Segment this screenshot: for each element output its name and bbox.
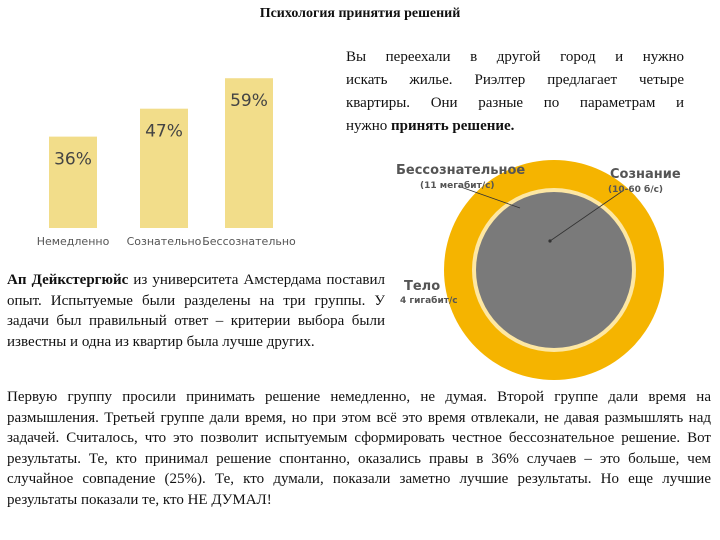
- scientist-name: Ап Дейкстергюйс: [7, 272, 129, 288]
- experiment-text: из университета Амстердама поставил опыт…: [7, 272, 385, 350]
- intro-emphasis: принять решение.: [390, 118, 515, 134]
- body-label: Тело: [404, 279, 440, 294]
- intro-line: Вы переехали в другой город и нужно: [346, 49, 684, 65]
- unconscious-rate: (11 мегабит/с): [420, 180, 495, 191]
- diagram-svg: Бессознательное (11 мегабит/с) Сознание …: [396, 160, 681, 380]
- intro-line: квартиры. Они разные по параметрам и: [346, 95, 684, 111]
- conscious-rate: (10-60 б/с): [608, 184, 663, 195]
- unconscious-circle: [476, 192, 632, 348]
- bar-1: [49, 136, 97, 228]
- conscious-label: Сознание: [610, 167, 681, 182]
- bar-value-label: 36%: [54, 150, 92, 170]
- bar-2: [140, 108, 188, 228]
- experiment-description: Ап Дейкстергюйс из университета Амстерда…: [7, 270, 385, 352]
- intro-line: нужно принять решение.: [346, 115, 684, 138]
- unconscious-label: Бессознательное: [396, 163, 525, 178]
- results-bar-chart: 36% 47% 59% Немедленно Сознательно Бессознат…: [0, 60, 310, 260]
- category-label: Бессознательно: [202, 235, 296, 248]
- unconscious-pointer: [457, 185, 521, 209]
- category-label: Сознательно: [127, 235, 202, 248]
- category-label: Немедленно: [37, 235, 110, 248]
- page-title: Психология принятия решений: [259, 6, 461, 21]
- bar-chart-svg: 36% 47% 59% Немедленно Сознательно Бессознат…: [37, 78, 296, 248]
- bar-3: [225, 78, 273, 228]
- intro-text: Вы переехали в другой город и нужно иска…: [346, 46, 684, 138]
- intro-line-prefix: нужно: [346, 118, 391, 134]
- body-rate: 4 гигабит/с: [400, 295, 458, 306]
- bar-value-label: 47%: [145, 122, 183, 142]
- conscious-pointer: [549, 189, 625, 242]
- bar-value-label: 59%: [230, 91, 268, 111]
- results-description: Первую группу просили принимать решение …: [7, 389, 711, 508]
- consciousness-diagram: Бессознательное (11 мегабит/с) Сознание …: [392, 150, 712, 382]
- intro-line: искать жилье. Риэлтер предлагает четыре: [346, 72, 684, 88]
